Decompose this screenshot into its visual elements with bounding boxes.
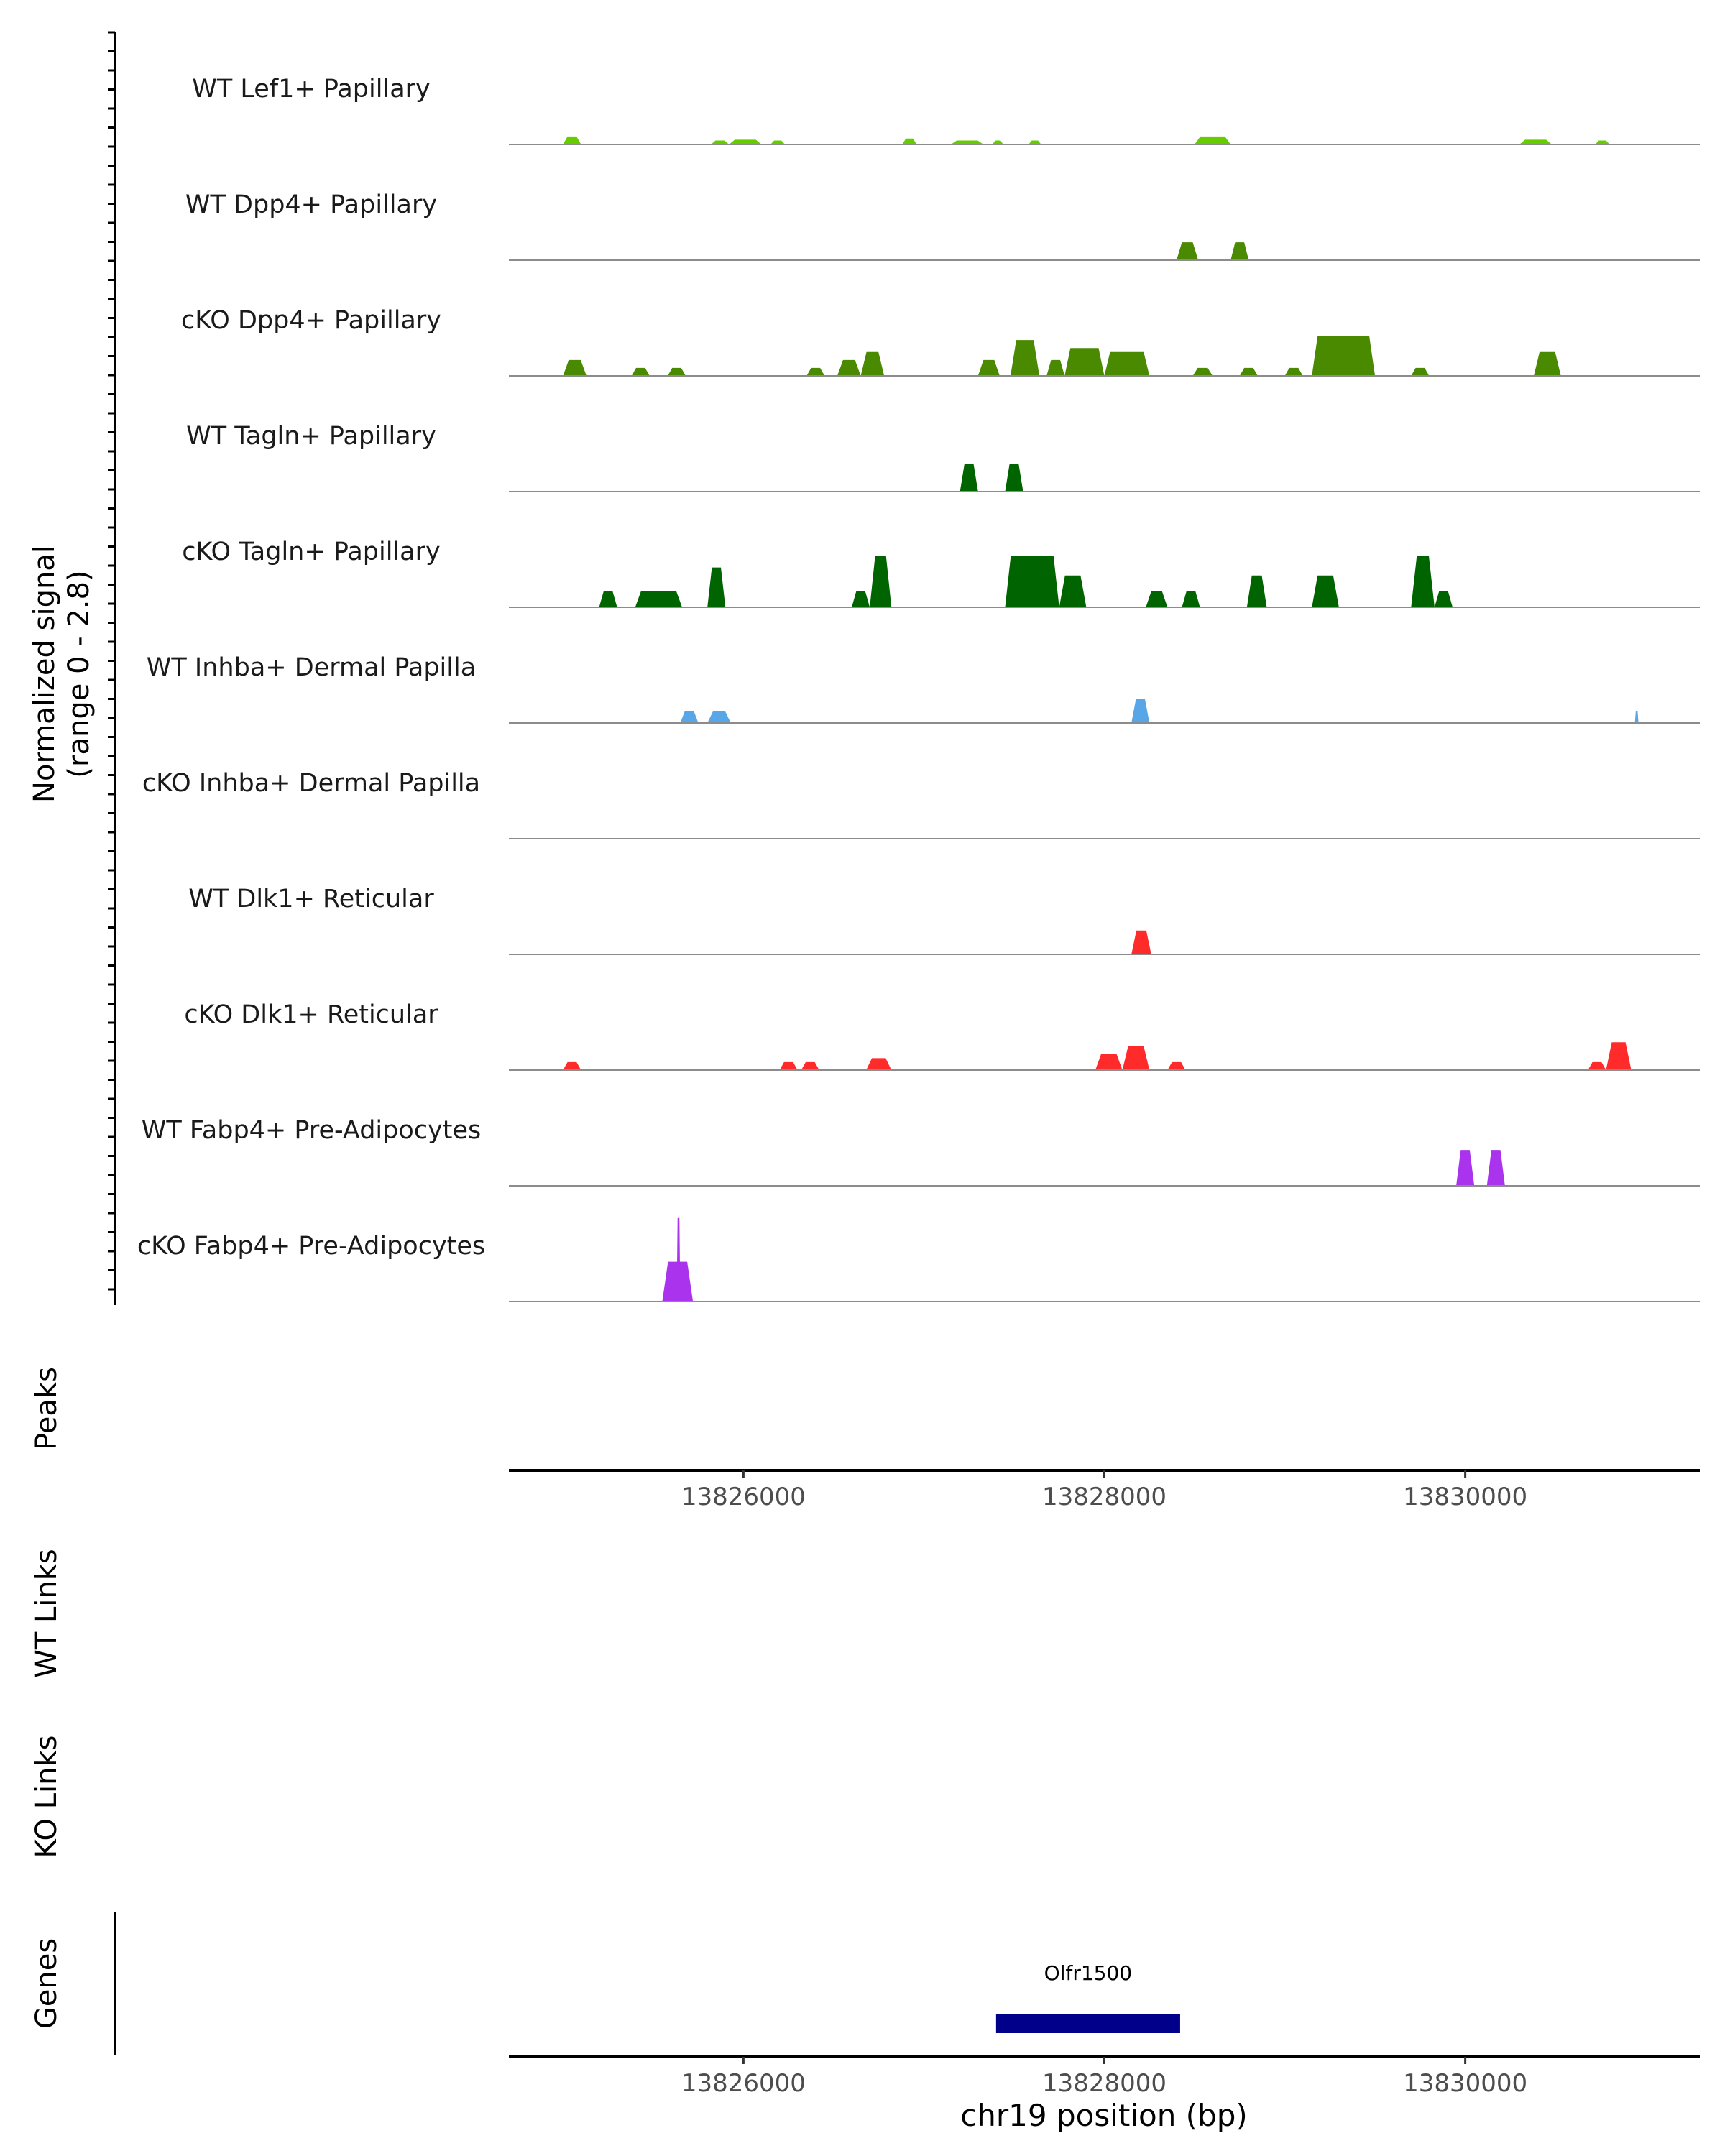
coverage-peak bbox=[1146, 591, 1168, 607]
coverage-peak bbox=[563, 359, 586, 376]
coverage-peak bbox=[806, 367, 825, 376]
signal-axis-label-line1: Normalized signal bbox=[28, 545, 61, 803]
coverage-tracks: WT Lef1+ Papillary WT Dpp4+ Papillary cKO … bbox=[137, 75, 1700, 1302]
coverage-peak bbox=[729, 139, 762, 144]
coverage-peak bbox=[852, 591, 870, 607]
x-tick-label: 13828000 bbox=[1042, 1483, 1167, 1511]
track-label: WT Fabp4+ Pre-Adipocytes bbox=[142, 1116, 481, 1145]
coverage-peak bbox=[563, 136, 581, 144]
coverage-peak bbox=[1606, 1042, 1632, 1070]
coverage-peak bbox=[1192, 367, 1213, 376]
coverage-peak bbox=[1131, 930, 1151, 954]
coverage-peak bbox=[599, 591, 617, 607]
genes-panel-label: Genes bbox=[30, 1938, 63, 2029]
coverage-peak bbox=[563, 1061, 581, 1070]
track-label: cKO Dpp4+ Papillary bbox=[181, 306, 441, 335]
coverage-peak bbox=[1064, 348, 1105, 376]
coverage-peak bbox=[1312, 575, 1339, 607]
x-tick-label: 13830000 bbox=[1403, 2069, 1527, 2098]
coverage-peak bbox=[860, 351, 885, 376]
coverage-peak bbox=[801, 1061, 819, 1070]
coverage-peak bbox=[1095, 1054, 1123, 1070]
coverage-peak bbox=[1519, 139, 1552, 144]
coverage-peak bbox=[1634, 711, 1639, 723]
coverage-peak bbox=[1122, 1046, 1150, 1070]
coverage-peak bbox=[902, 138, 917, 144]
coverage-peak bbox=[635, 591, 683, 607]
coverage-peak bbox=[631, 367, 650, 376]
coverage-peak bbox=[1246, 575, 1267, 607]
track-label: WT Inhba+ Dermal Papilla bbox=[147, 653, 476, 682]
peaks-panel-label: Peaks bbox=[30, 1367, 63, 1450]
gene-body bbox=[995, 2014, 1180, 2033]
coverage-peak bbox=[680, 711, 699, 723]
coverage-peak bbox=[837, 359, 861, 376]
coverage-peak bbox=[1046, 359, 1065, 376]
coverage-peak bbox=[1411, 367, 1430, 376]
coverage-peak bbox=[1010, 340, 1040, 376]
track-label: cKO Fabp4+ Pre-Adipocytes bbox=[137, 1232, 485, 1261]
coverage-peak bbox=[1456, 1150, 1475, 1186]
coverage-peak bbox=[1167, 1061, 1186, 1070]
x-tick-label: 13826000 bbox=[681, 1483, 806, 1511]
coverage-peak bbox=[1595, 140, 1610, 144]
x-tick-label: 13826000 bbox=[681, 2069, 806, 2098]
coverage-peak bbox=[978, 359, 1000, 376]
coverage-peak bbox=[1131, 699, 1150, 723]
coverage-peak bbox=[866, 1058, 892, 1070]
coverage-peak bbox=[870, 556, 892, 607]
coverage-peak bbox=[1239, 367, 1258, 376]
track-label: cKO Tagln+ Papillary bbox=[182, 538, 441, 566]
coverage-peak bbox=[1182, 591, 1200, 607]
coverage-peak bbox=[1104, 351, 1150, 376]
signal-axis bbox=[108, 31, 116, 1305]
track-label: WT Tagln+ Papillary bbox=[186, 422, 436, 451]
coverage-peak bbox=[951, 140, 984, 144]
coverage-peak bbox=[1312, 336, 1376, 376]
coverage-peak bbox=[1534, 351, 1561, 376]
coverage-peak bbox=[1230, 242, 1249, 260]
track-label: WT Dpp4+ Papillary bbox=[185, 190, 437, 219]
signal-axis-label-line2: (range 0 - 2.8) bbox=[63, 570, 96, 778]
coverage-peak bbox=[1059, 575, 1087, 607]
track-label: WT Lef1+ Papillary bbox=[192, 75, 431, 103]
coverage-peak bbox=[1176, 242, 1199, 260]
track-label: cKO Dlk1+ Reticular bbox=[184, 1000, 438, 1029]
coverage-peak bbox=[770, 140, 786, 144]
coverage-peak bbox=[1029, 140, 1041, 144]
gene-label: Olfr1500 bbox=[1044, 1961, 1132, 1985]
coverage-peak bbox=[960, 464, 978, 492]
track-label: cKO Inhba+ Dermal Papilla bbox=[142, 769, 480, 798]
coverage-peak bbox=[711, 140, 730, 144]
x-tick-label: 13828000 bbox=[1042, 2069, 1167, 2098]
coverage-peak bbox=[676, 1217, 681, 1302]
coverage-peak bbox=[779, 1061, 798, 1070]
coverage-peak bbox=[1284, 367, 1303, 376]
coverage-peak bbox=[1486, 1150, 1505, 1186]
x-axis-ticks: 13826000 13828000 13830000 13826000 13828000… bbox=[681, 1470, 1527, 2098]
ko-links-panel-label: KO Links bbox=[30, 1736, 63, 1858]
coverage-peak bbox=[707, 711, 731, 723]
coverage-peak bbox=[1195, 136, 1231, 144]
x-tick-label: 13830000 bbox=[1403, 1483, 1527, 1511]
coverage-peak bbox=[707, 567, 726, 607]
coverage-peak bbox=[667, 367, 686, 376]
coverage-peak bbox=[1588, 1061, 1606, 1070]
wt-links-panel-label: WT Links bbox=[30, 1549, 63, 1677]
coverage-peak bbox=[1411, 556, 1435, 607]
coverage-peak bbox=[1005, 464, 1024, 492]
gene-annotations: Olfr1500 bbox=[995, 1961, 1180, 2033]
coverage-peak bbox=[992, 140, 1003, 144]
coverage-peak bbox=[1434, 591, 1453, 607]
track-label: WT Dlk1+ Reticular bbox=[188, 885, 434, 913]
coverage-peak bbox=[1005, 556, 1059, 607]
x-axis-title: chr19 position (bp) bbox=[960, 2098, 1248, 2133]
